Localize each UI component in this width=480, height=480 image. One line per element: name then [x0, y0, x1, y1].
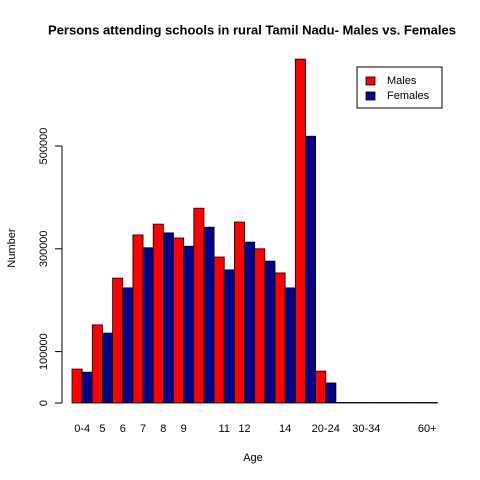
x-tick-label: 0-4 — [74, 423, 90, 435]
bar — [223, 269, 235, 404]
bar — [183, 245, 195, 404]
bar — [173, 237, 185, 404]
bar — [264, 260, 276, 404]
bar — [102, 332, 113, 404]
x-tick-label: 14 — [279, 423, 291, 435]
bar — [315, 370, 327, 404]
bar — [152, 223, 164, 404]
bar — [376, 402, 388, 404]
bar — [406, 402, 418, 404]
x-tick-label: 60+ — [418, 423, 437, 435]
bar — [254, 248, 266, 404]
legend-label: Females — [387, 90, 430, 102]
bar — [284, 287, 296, 404]
bar — [71, 368, 83, 404]
chart-title: Persons attending schools in rural Tamil… — [48, 22, 456, 37]
x-tick-label: 5 — [99, 423, 105, 435]
bar — [386, 402, 398, 404]
legend-box — [356, 66, 443, 109]
bar — [325, 382, 337, 404]
bar — [91, 324, 103, 404]
bar — [81, 371, 93, 404]
bar — [203, 226, 215, 404]
bar — [335, 402, 347, 404]
bar — [345, 402, 357, 404]
y-tick-label: 300000 — [38, 230, 50, 267]
bar — [112, 277, 124, 404]
y-tick-label: 500000 — [38, 128, 50, 165]
y-tick-label: 0 — [38, 400, 50, 406]
bar — [244, 241, 256, 404]
bar — [233, 221, 245, 404]
legend-swatch — [365, 91, 376, 101]
x-tick-label: 6 — [120, 423, 126, 435]
legend-swatch — [365, 76, 376, 86]
bar — [274, 272, 286, 404]
bar — [396, 402, 408, 404]
x-tick-label: 12 — [238, 423, 250, 435]
x-tick-label: 7 — [140, 423, 146, 435]
bar — [416, 402, 428, 404]
legend-label: Males — [387, 75, 417, 87]
bar — [365, 402, 377, 404]
x-tick-label: 20-24 — [312, 423, 340, 435]
bar — [355, 402, 367, 404]
bar — [132, 234, 144, 404]
y-tick-label: 100000 — [38, 333, 50, 370]
x-axis-label: Age — [243, 452, 263, 464]
bar — [142, 247, 154, 404]
bar — [193, 207, 205, 404]
bar — [162, 232, 174, 404]
bar — [213, 256, 225, 404]
x-tick-label: 30-34 — [352, 423, 380, 435]
bar — [426, 402, 438, 404]
x-tick-label: 9 — [181, 423, 187, 435]
bar — [122, 287, 134, 404]
x-tick-label: 11 — [219, 423, 230, 435]
bar — [305, 135, 317, 404]
x-tick-label: 8 — [160, 423, 166, 435]
y-axis-label: Number — [6, 228, 18, 267]
bar — [294, 58, 306, 404]
